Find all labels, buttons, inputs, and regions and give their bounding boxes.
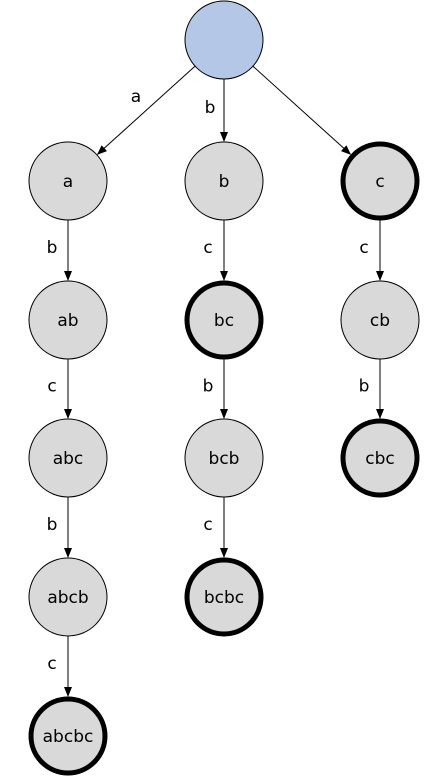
node-circle-a <box>28 141 108 221</box>
node-circle-c <box>340 141 420 221</box>
node-bcbc: bcbc <box>184 557 264 637</box>
node-a: a <box>28 141 108 221</box>
node-circle-cbc <box>340 418 420 498</box>
edge-label-ab-abc: c <box>47 377 56 397</box>
edge-label-c-cb: c <box>359 238 368 258</box>
node-label-c: c <box>375 172 384 192</box>
node-bcb: bcb <box>184 418 264 498</box>
node-c: c <box>340 141 420 221</box>
node-label-abcbc: abcbc <box>43 727 94 747</box>
node-abcbc: abcbc <box>28 696 108 776</box>
edge-label-root-b: b <box>205 98 216 118</box>
node-b: b <box>184 141 264 221</box>
node-label-cbc: cbc <box>365 449 394 469</box>
root-node <box>184 0 264 80</box>
node-circle-abcb <box>28 557 108 637</box>
edges-layer: abb c cc b bb cc <box>47 65 384 697</box>
node-label-ab: ab <box>57 311 78 331</box>
node-abcb: abcb <box>28 557 108 637</box>
edge-label-root-a: a <box>131 87 141 107</box>
edge-label-bcb-bcbc: c <box>203 515 212 535</box>
edge-label-cb-cbc: b <box>359 377 370 397</box>
node-bc: bc <box>184 280 264 360</box>
node-cb: cb <box>340 280 420 360</box>
edge-label-b-bc: c <box>203 238 212 258</box>
node-circle-cb <box>340 280 420 360</box>
node-circle-abc <box>28 418 108 498</box>
node-label-bcb: bcb <box>209 449 240 469</box>
edge-label-abcb-abcbc: c <box>47 654 56 674</box>
node-circle-bcb <box>184 418 264 498</box>
node-ab: ab <box>28 280 108 360</box>
node-circle-bcbc <box>184 557 264 637</box>
edge-root-a <box>96 65 196 155</box>
edge-label-abc-abcb: b <box>47 515 58 535</box>
edge-label-a-ab: b <box>47 238 58 258</box>
node-circle-abcbc <box>28 696 108 776</box>
node-abc: abc <box>28 418 108 498</box>
node-label-a: a <box>63 172 73 192</box>
node-label-cb: cb <box>370 311 390 331</box>
edge-label-bc-bcb: b <box>203 377 214 397</box>
edge-root-c <box>252 65 352 155</box>
node-label-bcbc: bcbc <box>204 588 244 608</box>
node-label-b: b <box>219 172 230 192</box>
node-label-bc: bc <box>214 311 234 331</box>
node-cbc: cbc <box>340 418 420 498</box>
root-node-circle <box>184 0 264 80</box>
node-label-abcb: abcb <box>47 588 88 608</box>
node-circle-bc <box>184 280 264 360</box>
node-circle-ab <box>28 280 108 360</box>
node-label-abc: abc <box>53 449 84 469</box>
node-circle-b <box>184 141 264 221</box>
